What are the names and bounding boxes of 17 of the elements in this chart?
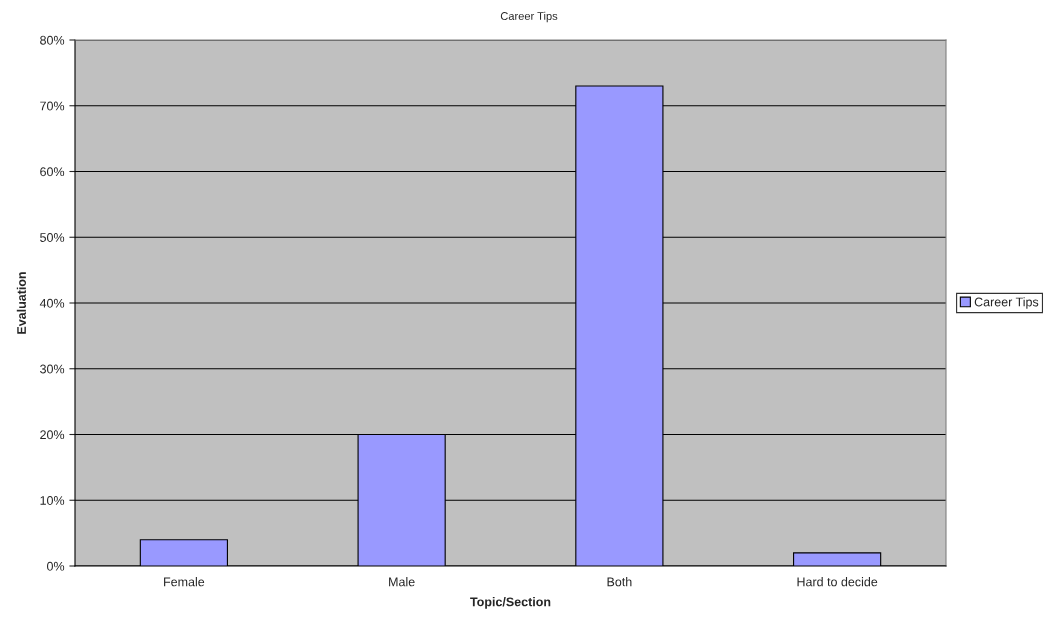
y-tick-label: 20% <box>40 430 65 440</box>
x-tick-label: Hard to decide <box>797 577 878 587</box>
y-axis-title: Evaluation <box>16 272 26 334</box>
x-tick-label: Both <box>607 577 632 587</box>
y-tick-label: 40% <box>39 298 65 308</box>
y-tick-label: 70% <box>40 101 65 111</box>
x-tick-label: Male <box>389 577 415 587</box>
x-tick-label: Female <box>164 577 205 587</box>
y-tick-label: 0% <box>47 561 65 571</box>
y-tick-label: 60% <box>40 167 65 177</box>
chart-title: Career Tips <box>500 11 558 23</box>
y-tick-label: 10% <box>40 496 65 505</box>
legend-label: Career Tips <box>974 297 1039 309</box>
y-tick-label: 80% <box>40 35 65 45</box>
x-axis-title: Topic/Section <box>470 597 551 609</box>
y-tick-label: 50% <box>40 233 65 242</box>
y-tick-label: 30% <box>40 364 65 374</box>
